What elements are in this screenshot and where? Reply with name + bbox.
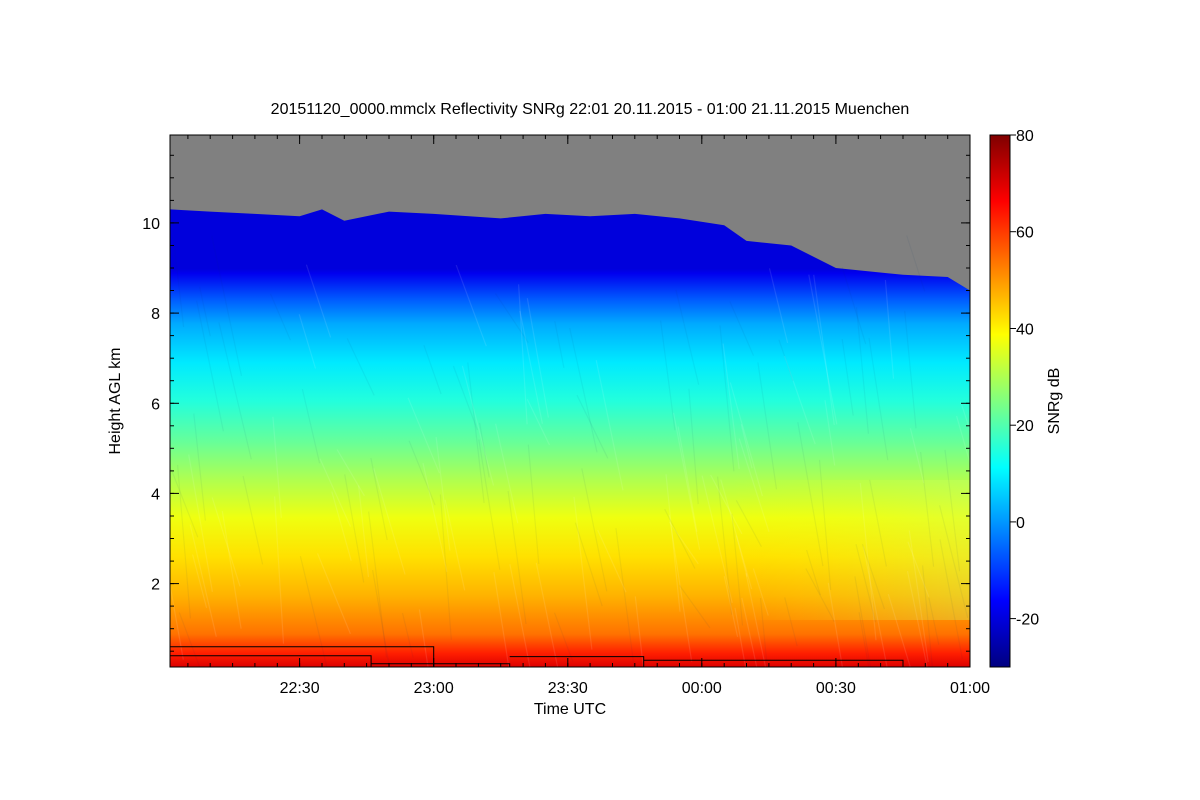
colorbar xyxy=(989,134,1011,668)
x-tick-label: 00:30 xyxy=(816,680,856,697)
plot-frame xyxy=(169,134,971,668)
colorbar-axis: -20 0 20 40 60 80 xyxy=(1010,128,1039,629)
chart-title: 20151120_0000.mmclx Reflectivity SNRg 22… xyxy=(271,101,910,118)
x-tick-label: 00:00 xyxy=(682,680,722,697)
plot-area xyxy=(170,135,970,667)
y-tick-label: 8 xyxy=(151,306,160,323)
y-tick-label: 6 xyxy=(151,396,160,413)
colorbar-tick-label: -20 xyxy=(1016,612,1039,629)
x-axis: 22:30 23:00 23:30 00:00 00:30 01:00 xyxy=(187,135,990,697)
colorbar-tick-label: 60 xyxy=(1016,225,1034,242)
y-tick-label: 2 xyxy=(151,577,160,594)
colorbar-label: SNRg dB xyxy=(1046,368,1063,435)
y-axis-label: Height AGL km xyxy=(107,347,124,454)
x-tick-label: 23:30 xyxy=(548,680,588,697)
colorbar-tick-label: 0 xyxy=(1016,515,1025,532)
colorbar-tick-label: 40 xyxy=(1016,322,1034,339)
warm-shading xyxy=(170,480,970,620)
fall-streaks xyxy=(170,235,970,667)
colorbar-tick-label: 20 xyxy=(1016,418,1034,435)
y-tick-label: 10 xyxy=(142,216,160,233)
colorbar-tick-label: 80 xyxy=(1016,128,1034,145)
x-tick-label: 22:30 xyxy=(280,680,320,697)
y-tick-label: 4 xyxy=(151,486,160,503)
x-tick-label: 01:00 xyxy=(950,680,990,697)
x-tick-label: 23:00 xyxy=(414,680,454,697)
x-axis-label: Time UTC xyxy=(534,701,606,718)
y-axis: 2 4 6 8 10 xyxy=(142,154,970,652)
